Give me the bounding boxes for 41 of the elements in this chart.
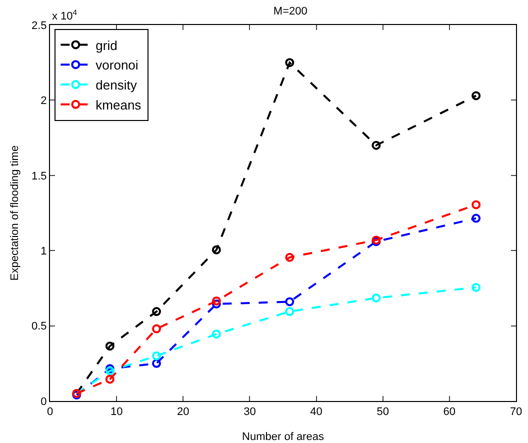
point: [152, 307, 162, 316]
point: [105, 342, 114, 351]
y-tick-label: 2.5: [32, 20, 47, 32]
chart-title: M=200: [273, 5, 308, 18]
x-tick-label: 70: [510, 406, 522, 418]
legend-label: kmeans: [96, 97, 142, 112]
point: [472, 214, 481, 223]
x-tick-label: 40: [310, 406, 322, 418]
point: [152, 358, 162, 368]
point: [212, 296, 221, 306]
x-tick-label: 50: [376, 406, 389, 418]
x-tick-label: 60: [443, 406, 456, 418]
point: [285, 307, 294, 316]
x-axis-title: Number of areas: [242, 431, 324, 443]
point: [472, 282, 481, 292]
y-tick-label: 2: [40, 95, 47, 108]
point: [152, 351, 162, 360]
point: [472, 200, 481, 210]
point: [212, 299, 221, 308]
point: [212, 330, 221, 339]
y-axis-title: Expectation of flooding time: [9, 145, 21, 281]
x-tick-label: 10: [110, 406, 123, 418]
point: [372, 140, 381, 150]
point: [285, 252, 294, 262]
point: [472, 91, 481, 100]
y-tick-label: 0.5: [32, 320, 47, 333]
point: [285, 58, 294, 68]
x-tick-label: 20: [177, 406, 190, 418]
point: [152, 324, 162, 334]
y-tick-label: 1.5: [32, 170, 47, 182]
y-tick-label: 0: [40, 396, 47, 408]
text: x 10$^{4}$: [52, 8, 78, 23]
point: [105, 374, 114, 384]
point: [372, 293, 381, 302]
legend-label: grid: [96, 38, 118, 53]
legend-label: density: [96, 78, 138, 93]
legend-label: voronoi: [96, 58, 138, 73]
point: [285, 297, 294, 306]
x-tick-label: 30: [244, 406, 256, 418]
y-tick-label: 1: [40, 245, 47, 258]
point: [212, 245, 221, 254]
